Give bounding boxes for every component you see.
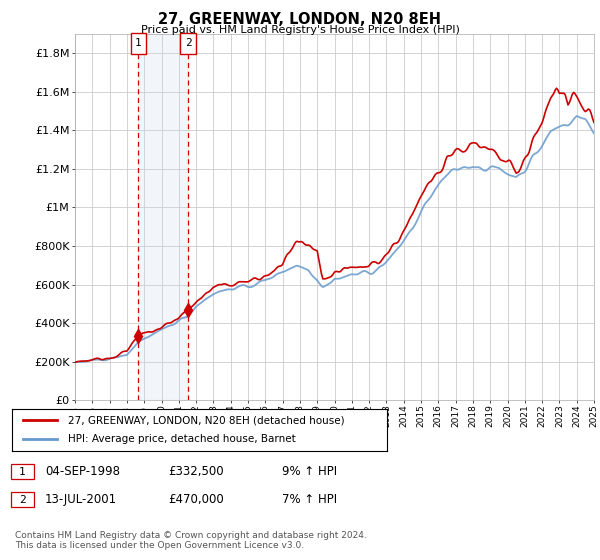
Text: 9% ↑ HPI: 9% ↑ HPI: [282, 465, 337, 478]
Text: 04-SEP-1998: 04-SEP-1998: [45, 465, 120, 478]
Text: 2: 2: [185, 38, 191, 48]
Text: 7% ↑ HPI: 7% ↑ HPI: [282, 493, 337, 506]
Bar: [181, 32, 196, 54]
Text: Contains HM Land Registry data © Crown copyright and database right 2024.
This d: Contains HM Land Registry data © Crown c…: [15, 531, 367, 550]
Text: 1: 1: [135, 38, 142, 48]
Text: 27, GREENWAY, LONDON, N20 8EH (detached house): 27, GREENWAY, LONDON, N20 8EH (detached …: [68, 415, 345, 425]
Text: 2: 2: [19, 494, 26, 505]
Bar: [131, 32, 146, 54]
Text: 13-JUL-2001: 13-JUL-2001: [45, 493, 117, 506]
Text: £470,000: £470,000: [168, 493, 224, 506]
Text: £332,500: £332,500: [168, 465, 224, 478]
Bar: [139, 34, 188, 400]
Text: Price paid vs. HM Land Registry's House Price Index (HPI): Price paid vs. HM Land Registry's House …: [140, 25, 460, 35]
Text: 27, GREENWAY, LONDON, N20 8EH: 27, GREENWAY, LONDON, N20 8EH: [158, 12, 442, 27]
Text: HPI: Average price, detached house, Barnet: HPI: Average price, detached house, Barn…: [68, 435, 296, 445]
Text: 1: 1: [19, 466, 26, 477]
